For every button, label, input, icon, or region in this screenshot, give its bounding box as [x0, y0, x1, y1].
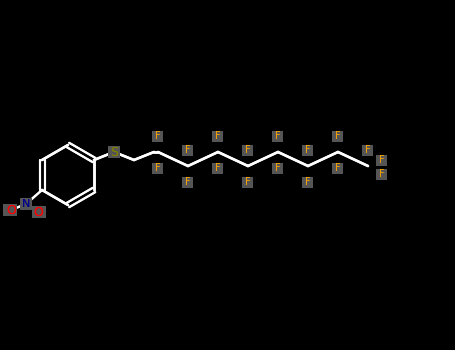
FancyBboxPatch shape: [273, 131, 283, 141]
Text: F: F: [275, 131, 281, 141]
FancyBboxPatch shape: [182, 176, 193, 188]
Text: F: F: [245, 145, 251, 155]
FancyBboxPatch shape: [3, 204, 17, 216]
Text: O: O: [33, 205, 43, 218]
FancyBboxPatch shape: [212, 162, 223, 174]
Text: O: O: [6, 203, 16, 217]
Text: F: F: [275, 163, 281, 173]
Text: N: N: [22, 199, 30, 209]
Text: F: F: [185, 177, 191, 187]
Text: F: F: [245, 177, 251, 187]
FancyBboxPatch shape: [376, 168, 388, 180]
FancyBboxPatch shape: [152, 131, 163, 141]
FancyBboxPatch shape: [273, 162, 283, 174]
FancyBboxPatch shape: [152, 162, 163, 174]
FancyBboxPatch shape: [333, 162, 344, 174]
Text: F: F: [379, 155, 385, 165]
FancyBboxPatch shape: [376, 154, 388, 166]
Text: F: F: [335, 131, 341, 141]
Text: N: N: [22, 199, 30, 209]
FancyBboxPatch shape: [212, 131, 223, 141]
Text: F: F: [305, 145, 311, 155]
FancyBboxPatch shape: [303, 176, 313, 188]
Text: F: F: [215, 163, 221, 173]
Text: F: F: [335, 163, 341, 173]
Text: F: F: [155, 131, 161, 141]
FancyBboxPatch shape: [32, 206, 46, 218]
Text: F: F: [365, 145, 371, 155]
Text: F: F: [379, 169, 385, 179]
FancyBboxPatch shape: [243, 145, 253, 155]
FancyBboxPatch shape: [303, 145, 313, 155]
FancyBboxPatch shape: [333, 131, 344, 141]
Text: S: S: [110, 146, 118, 159]
Text: O: O: [33, 205, 43, 218]
FancyBboxPatch shape: [182, 145, 193, 155]
FancyBboxPatch shape: [363, 145, 374, 155]
Text: F: F: [215, 131, 221, 141]
Text: F: F: [155, 163, 161, 173]
Text: O: O: [6, 203, 16, 217]
Text: F: F: [185, 145, 191, 155]
FancyBboxPatch shape: [243, 176, 253, 188]
FancyBboxPatch shape: [20, 198, 32, 210]
Text: S: S: [110, 146, 118, 159]
FancyBboxPatch shape: [108, 146, 120, 158]
Text: F: F: [305, 177, 311, 187]
